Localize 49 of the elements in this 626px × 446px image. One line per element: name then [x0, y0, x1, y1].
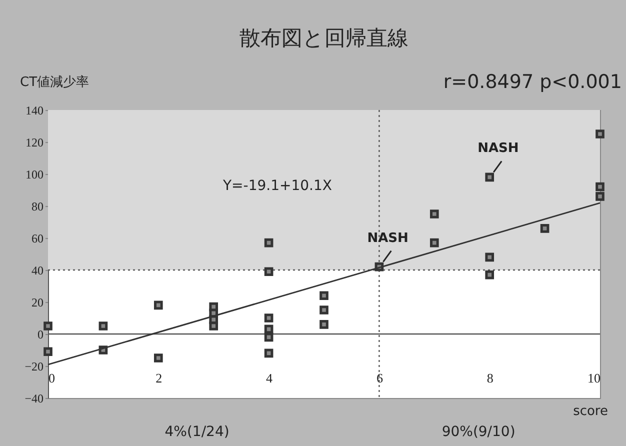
x-tick-label: 8	[486, 370, 494, 386]
point	[264, 238, 274, 248]
y-tick-label: 120	[26, 136, 44, 150]
x-tick-label: 0	[48, 370, 55, 386]
y-tick-label: 60	[32, 232, 44, 246]
point	[44, 347, 52, 356]
point	[98, 322, 108, 330]
point	[485, 252, 494, 262]
y-tick-label: −40	[24, 392, 44, 406]
point	[320, 291, 328, 300]
annotation: Y=-19.1+10.1X	[222, 178, 332, 194]
point	[596, 182, 604, 192]
point	[485, 270, 494, 280]
point	[430, 210, 439, 218]
annotation: NASH	[478, 141, 519, 156]
point	[264, 332, 274, 342]
x-tick-label: 2	[156, 370, 162, 386]
annotation: NASH	[367, 230, 408, 246]
point	[154, 300, 163, 310]
point	[264, 348, 274, 358]
y-tick-label: 0	[38, 328, 44, 342]
point	[485, 172, 494, 182]
text: 90%(9/10)	[442, 424, 516, 440]
y-axis-title: CT値減少率	[20, 74, 90, 90]
point	[596, 130, 604, 138]
point	[320, 306, 328, 314]
point	[540, 224, 550, 233]
point	[264, 324, 274, 334]
text: 4%(1/24)	[164, 424, 230, 440]
y-tick-label: −20	[24, 360, 44, 374]
point	[320, 320, 328, 329]
y-tick-label: 140	[26, 104, 44, 118]
point	[154, 354, 163, 362]
point	[209, 322, 218, 330]
text: r=0.8497 p<0.001	[443, 71, 622, 93]
y-tick-label: 80	[32, 200, 44, 214]
point	[596, 192, 604, 201]
x-axis-title: score	[573, 404, 608, 419]
point	[264, 267, 274, 276]
point	[264, 314, 274, 322]
x-tick-label: 6	[376, 370, 384, 386]
point	[44, 322, 52, 330]
chart-title: 散布図と回帰直線	[240, 26, 408, 50]
x-tick-label: 4	[266, 370, 274, 386]
point	[430, 238, 439, 248]
y-tick-label: 20	[32, 296, 44, 310]
y-tick-label: 40	[32, 264, 44, 278]
y-tick-label: 100	[26, 168, 44, 182]
x-tick-label: 10	[588, 370, 600, 386]
